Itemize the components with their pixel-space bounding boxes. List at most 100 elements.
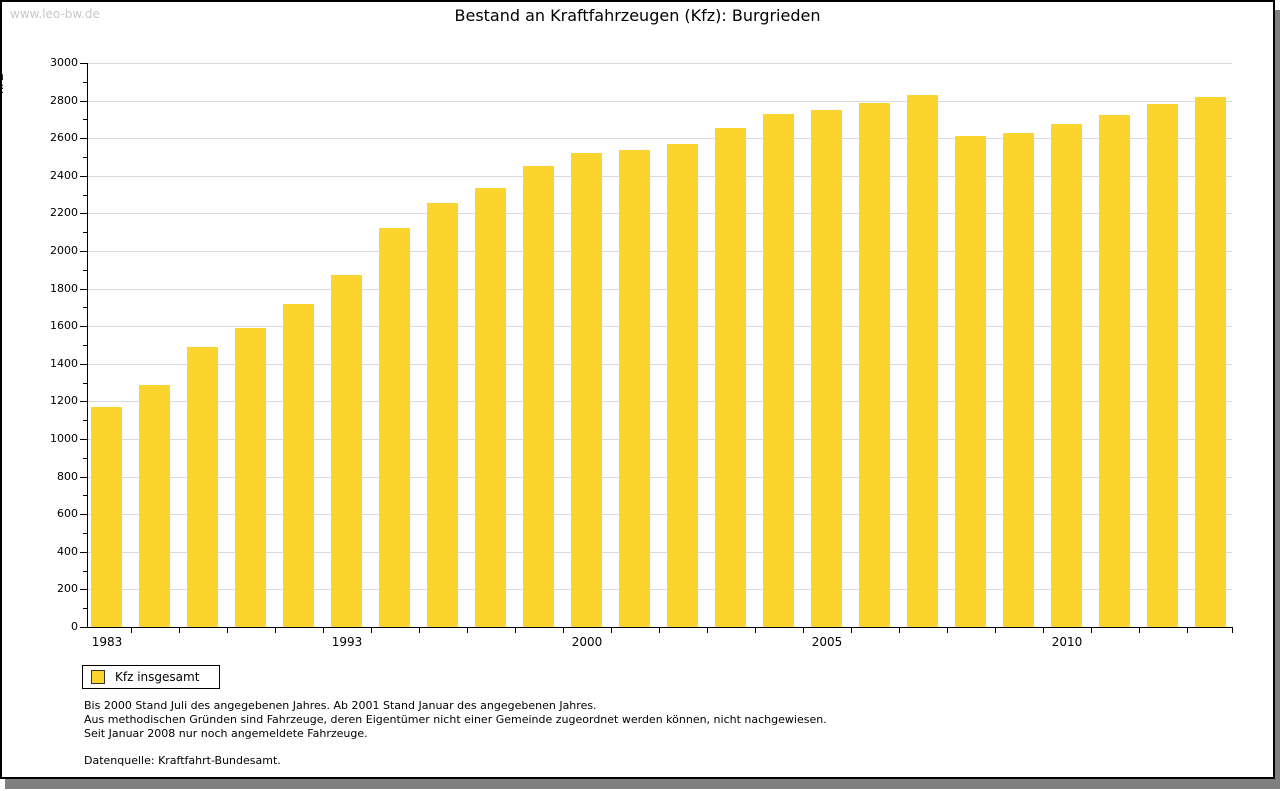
bar-22 — [1099, 115, 1130, 627]
y-tick-2700 — [83, 119, 87, 120]
y-tick-300 — [83, 571, 87, 572]
gridline-1800 — [87, 289, 1232, 290]
y-tick-label-1400: 1400 — [50, 357, 78, 370]
y-tick-2200 — [80, 213, 87, 214]
bar-3 — [187, 347, 218, 627]
axis-ticks-layer — [2, 2, 1273, 777]
y-tick-900 — [83, 458, 87, 459]
x-boundary-tick-21 — [1091, 627, 1092, 633]
y-tick-label-3000: 3000 — [50, 56, 78, 69]
data-source: Datenquelle: Kraftfahrt-Bundesamt. — [84, 754, 281, 767]
y-tick-2600 — [80, 138, 87, 139]
bar-8 — [427, 203, 458, 627]
footnote-line-3: Seit Januar 2008 nur noch angemeldete Fa… — [84, 727, 368, 740]
x-boundary-tick-15 — [803, 627, 804, 633]
x-boundary-tick-17 — [899, 627, 900, 633]
y-tick-2000 — [80, 251, 87, 252]
x-boundary-tick-20 — [1043, 627, 1044, 633]
y-tick-label-2600: 2600 — [50, 131, 78, 144]
gridline-200 — [87, 589, 1232, 590]
y-tick-1500 — [83, 345, 87, 346]
y-tick-2300 — [83, 195, 87, 196]
bar-16 — [811, 110, 842, 627]
gridline-1200 — [87, 401, 1232, 402]
bars-layer — [2, 2, 1273, 777]
y-tick-400 — [80, 552, 87, 553]
y-tick-1100 — [83, 420, 87, 421]
bar-12 — [619, 150, 650, 627]
x-boundary-tick-18 — [947, 627, 948, 633]
x-boundary-tick-1 — [131, 627, 132, 633]
gridline-1600 — [87, 326, 1232, 327]
y-tick-label-800: 800 — [57, 470, 78, 483]
x-boundary-tick-6 — [371, 627, 372, 633]
y-tick-label-1200: 1200 — [50, 394, 78, 407]
x-boundary-tick-16 — [851, 627, 852, 633]
gridline-1400 — [87, 364, 1232, 365]
footnote-line-2: Aus methodischen Gründen sind Fahrzeuge,… — [84, 713, 827, 726]
y-tick-200 — [80, 589, 87, 590]
y-tick-2400 — [80, 176, 87, 177]
x-boundary-tick-23 — [1187, 627, 1188, 633]
y-tick-label-2800: 2800 — [50, 94, 78, 107]
bar-15 — [763, 114, 794, 627]
legend: Kfz insgesamt — [82, 665, 220, 689]
bar-5 — [283, 304, 314, 627]
bar-20 — [1003, 133, 1034, 627]
x-tick-label-2005: 2005 — [811, 635, 843, 649]
y-tick-label-1000: 1000 — [50, 432, 78, 445]
x-boundary-tick-2 — [179, 627, 180, 633]
bar-23 — [1147, 104, 1178, 627]
y-tick-2800 — [80, 101, 87, 102]
bar-10 — [523, 166, 554, 627]
y-tick-label-200: 200 — [57, 582, 78, 595]
x-boundary-tick-10 — [563, 627, 564, 633]
bar-4 — [235, 328, 266, 627]
x-tick-label-1993: 1993 — [331, 635, 363, 649]
bar-2 — [139, 385, 170, 627]
y-tick-1000 — [80, 439, 87, 440]
gridline-3000 — [87, 63, 1232, 64]
bar-11 — [571, 153, 602, 627]
legend-label: Kfz insgesamt — [115, 670, 200, 684]
x-boundary-tick-12 — [659, 627, 660, 633]
y-tick-1900 — [83, 270, 87, 271]
gridline-2200 — [87, 213, 1232, 214]
gridline-400 — [87, 552, 1232, 553]
y-tick-label-2000: 2000 — [50, 244, 78, 257]
x-boundary-tick-8 — [467, 627, 468, 633]
x-boundary-tick-19 — [995, 627, 996, 633]
x-tick-label-2000: 2000 — [571, 635, 603, 649]
y-tick-1800 — [80, 289, 87, 290]
bar-21 — [1051, 124, 1082, 627]
y-tick-label-400: 400 — [57, 545, 78, 558]
y-tick-1200 — [80, 401, 87, 402]
x-boundary-tick-14 — [755, 627, 756, 633]
gridline-2600 — [87, 138, 1232, 139]
footnotes: Bis 2000 Stand Juli des angegebenen Jahr… — [84, 699, 827, 741]
x-tick-label-2010: 2010 — [1051, 635, 1083, 649]
plot-area: 0 200 400 600 800 1000 1200 1400 1600 1800 2000 220… — [2, 2, 1273, 777]
y-tick-label-1600: 1600 — [50, 319, 78, 332]
y-tick-label-2200: 2200 — [50, 206, 78, 219]
x-boundary-tick-7 — [419, 627, 420, 633]
y-tick-label-0: 0 — [71, 620, 78, 633]
y-tick-1600 — [80, 326, 87, 327]
gridline-600 — [87, 514, 1232, 515]
gridline-2400 — [87, 176, 1232, 177]
x-boundary-tick-22 — [1139, 627, 1140, 633]
x-boundary-tick-4 — [275, 627, 276, 633]
y-tick-700 — [83, 495, 87, 496]
axis-labels-layer: 0 200 400 600 800 1000 1200 1400 1600 1800 2000 220… — [2, 2, 1273, 777]
x-boundary-tick-13 — [707, 627, 708, 633]
x-boundary-tick-3 — [227, 627, 228, 633]
x-tick-label-1983: 1983 — [91, 635, 123, 649]
bar-19 — [955, 136, 986, 627]
gridline-800 — [87, 477, 1232, 478]
x-boundary-tick-5 — [323, 627, 324, 633]
x-boundary-tick-11 — [611, 627, 612, 633]
y-tick-1400 — [80, 364, 87, 365]
y-tick-500 — [83, 533, 87, 534]
footnote-line-1: Bis 2000 Stand Juli des angegebenen Jahr… — [84, 699, 597, 712]
